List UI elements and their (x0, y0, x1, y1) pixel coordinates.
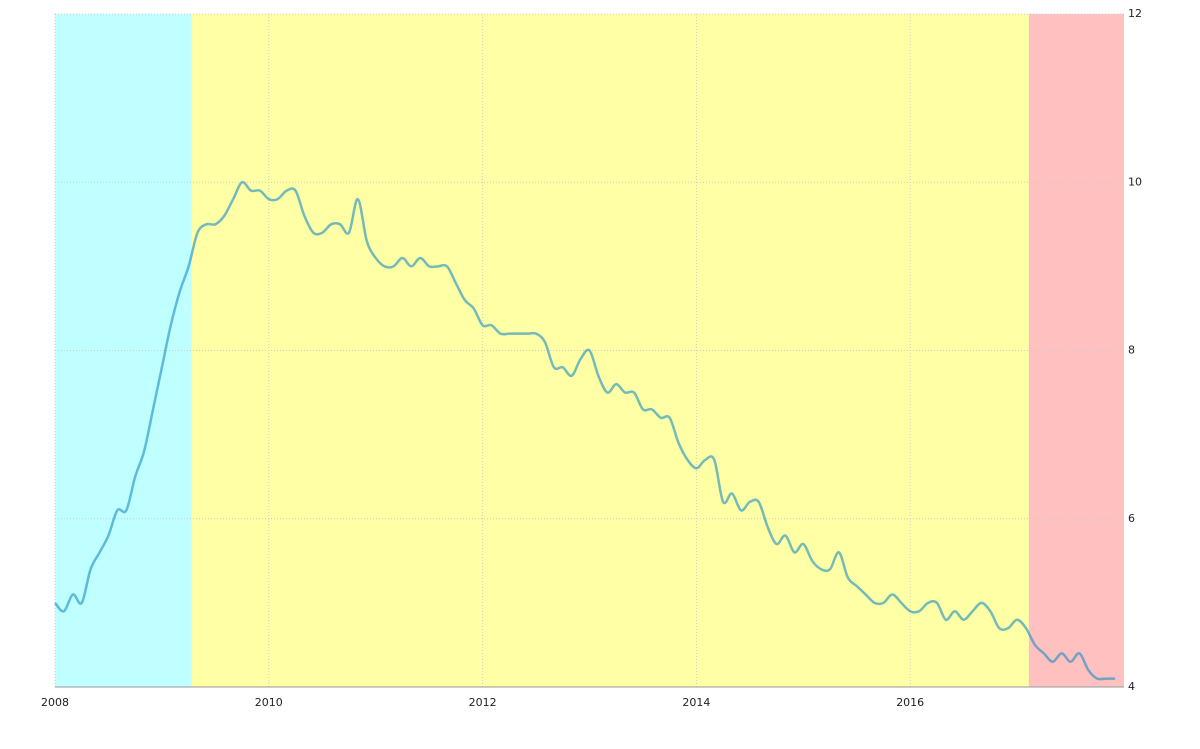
x-tick-label: 2010 (255, 696, 283, 709)
x-tick-label: 2014 (682, 696, 710, 709)
x-tick-label: 2008 (41, 696, 69, 709)
y-tick-label: 8 (1128, 344, 1135, 357)
x-tick-label: 2012 (469, 696, 497, 709)
y-tick-label: 4 (1128, 680, 1135, 693)
period-band (55, 14, 192, 687)
period-band (1028, 14, 1124, 687)
series-line (54, 180, 1116, 681)
y-tick-label: 12 (1128, 7, 1142, 20)
y-tick-label: 6 (1128, 512, 1135, 525)
x-tick-label: 2016 (896, 696, 924, 709)
y-tick-label: 10 (1128, 175, 1142, 188)
